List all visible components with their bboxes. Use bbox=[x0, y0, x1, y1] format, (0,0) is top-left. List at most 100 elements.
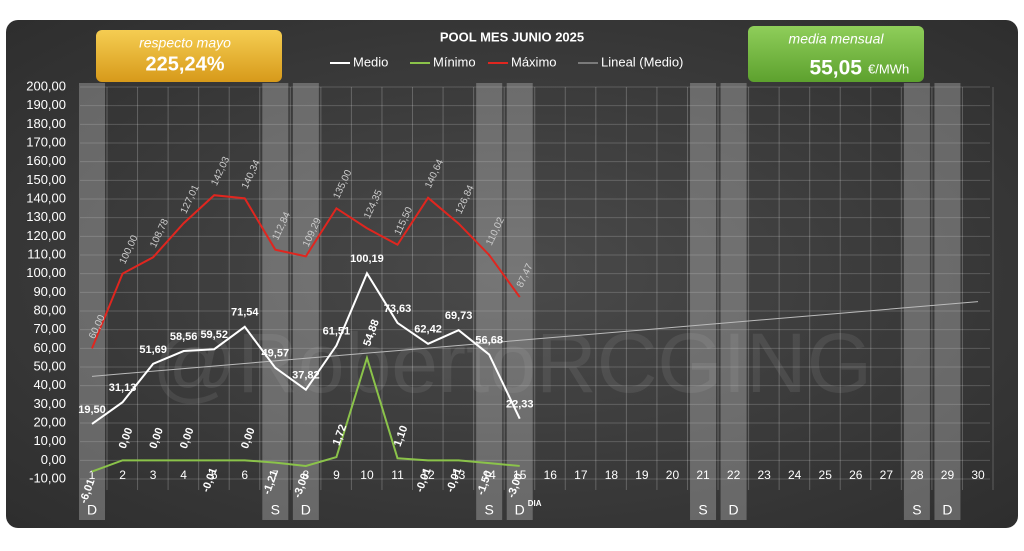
box-value: 55,05 bbox=[809, 57, 862, 80]
weekend-band bbox=[292, 83, 319, 520]
series-line bbox=[91, 194, 521, 349]
weekend-band bbox=[903, 83, 930, 520]
y-tick-label: 60,00 bbox=[33, 340, 66, 355]
x-tick-label: 23 bbox=[757, 468, 771, 482]
x-tick-label: 15 bbox=[513, 468, 527, 482]
panel bbox=[6, 20, 1018, 528]
y-tick-label: 70,00 bbox=[33, 321, 66, 336]
x-tick-label: 28 bbox=[910, 468, 924, 482]
x-tick-label: 10 bbox=[360, 468, 374, 482]
trend-line bbox=[91, 301, 979, 377]
data-label: 59,52 bbox=[200, 329, 228, 341]
x-tick-label: 11 bbox=[391, 468, 404, 482]
x-tick-label: 21 bbox=[696, 468, 710, 482]
data-label: 56,68 bbox=[475, 334, 503, 346]
weekend-label: D bbox=[515, 502, 525, 518]
y-tick-label: 190,00 bbox=[26, 97, 66, 112]
data-label: 58,56 bbox=[170, 331, 198, 343]
weekend-label: D bbox=[301, 502, 311, 518]
weekend-label: S bbox=[271, 502, 280, 518]
x-tick-label: 5 bbox=[211, 468, 218, 482]
x-tick-label: 22 bbox=[727, 468, 741, 482]
data-label: 100,19 bbox=[350, 253, 384, 265]
weekend-band bbox=[690, 83, 717, 520]
weekend-band bbox=[262, 83, 289, 520]
data-label: 22,33 bbox=[506, 399, 534, 411]
plot: @RobertoRCGING-10,000,0010,0020,0030,004… bbox=[26, 78, 994, 520]
data-label: 31,13 bbox=[109, 382, 137, 394]
comparison-box bbox=[96, 30, 282, 82]
box-caption: media mensual bbox=[789, 31, 885, 47]
x-tick-label: 12 bbox=[421, 468, 435, 482]
data-label: 62,42 bbox=[414, 324, 442, 336]
y-tick-label: 160,00 bbox=[26, 153, 66, 168]
data-label: 61,51 bbox=[323, 325, 351, 337]
weekend-label: S bbox=[485, 502, 494, 518]
x-tick-label: 3 bbox=[150, 468, 157, 482]
y-tick-label: 30,00 bbox=[33, 396, 66, 411]
chart-title: POOL MES JUNIO 2025 bbox=[440, 29, 584, 44]
x-tick-label: 20 bbox=[666, 468, 680, 482]
x-tick-label: 24 bbox=[788, 468, 802, 482]
weekend-label: S bbox=[912, 502, 921, 518]
x-tick-label: 14 bbox=[482, 468, 496, 482]
data-label: 49,57 bbox=[262, 348, 290, 360]
x-tick-label: 19 bbox=[635, 468, 649, 482]
x-tick-label: 18 bbox=[605, 468, 619, 482]
weekend-band bbox=[506, 83, 533, 520]
weekend-label: D bbox=[942, 502, 952, 518]
x-tick-label: 8 bbox=[303, 468, 310, 482]
y-tick-label: 100,00 bbox=[26, 265, 66, 280]
y-tick-label: 0,00 bbox=[41, 452, 66, 467]
legend-label: Mínimo bbox=[433, 54, 476, 69]
x-tick-label: 4 bbox=[180, 468, 187, 482]
y-tick-label: 90,00 bbox=[33, 284, 66, 299]
y-tick-label: 200,00 bbox=[26, 78, 66, 93]
x-tick-label: 17 bbox=[574, 468, 588, 482]
y-tick-label: 10,00 bbox=[33, 433, 66, 448]
data-label: 71,54 bbox=[231, 307, 259, 319]
y-tick-label: 20,00 bbox=[33, 414, 66, 429]
series-line bbox=[91, 271, 521, 425]
x-axis-label: DIA bbox=[528, 499, 542, 508]
x-tick-label: 16 bbox=[544, 468, 558, 482]
box-value: 225,24% bbox=[146, 53, 225, 75]
weekend-band bbox=[476, 83, 503, 520]
x-tick-label: 1 bbox=[89, 468, 96, 482]
x-tick-label: 13 bbox=[452, 468, 466, 482]
x-tick-label: 9 bbox=[333, 468, 340, 482]
data-label: 37,82 bbox=[292, 370, 320, 382]
y-tick-label: 80,00 bbox=[33, 302, 66, 317]
y-tick-label: -10,00 bbox=[29, 470, 66, 485]
y-tick-label: 150,00 bbox=[26, 172, 66, 187]
x-tick-label: 7 bbox=[272, 468, 279, 482]
x-tick-label: 6 bbox=[241, 468, 248, 482]
weekend-label: D bbox=[87, 502, 97, 518]
box-caption: respecto mayo bbox=[139, 35, 231, 51]
x-tick-label: 29 bbox=[941, 468, 955, 482]
x-tick-label: 27 bbox=[880, 468, 894, 482]
data-label: 19,50 bbox=[78, 404, 106, 416]
y-tick-label: 140,00 bbox=[26, 190, 66, 205]
y-tick-label: 130,00 bbox=[26, 209, 66, 224]
y-tick-label: 170,00 bbox=[26, 134, 66, 149]
y-tick-label: 110,00 bbox=[27, 246, 66, 261]
x-tick-label: 30 bbox=[971, 468, 985, 482]
weekend-label: S bbox=[698, 502, 707, 518]
weekend-band bbox=[720, 83, 747, 520]
data-label: 51,69 bbox=[139, 344, 167, 356]
x-tick-label: 26 bbox=[849, 468, 863, 482]
weekend-label: D bbox=[729, 502, 739, 518]
y-tick-label: 120,00 bbox=[26, 228, 66, 243]
average-box bbox=[748, 26, 924, 82]
weekend-band bbox=[79, 83, 105, 520]
x-tick-label: 2 bbox=[119, 468, 126, 482]
y-tick-label: 50,00 bbox=[33, 358, 66, 373]
legend-label: Medio bbox=[353, 54, 388, 69]
data-label: 73,63 bbox=[384, 303, 412, 315]
box-unit: €/MWh bbox=[868, 61, 909, 76]
y-tick-label: 180,00 bbox=[26, 116, 66, 131]
legend-label: Lineal (Medio) bbox=[601, 54, 683, 69]
